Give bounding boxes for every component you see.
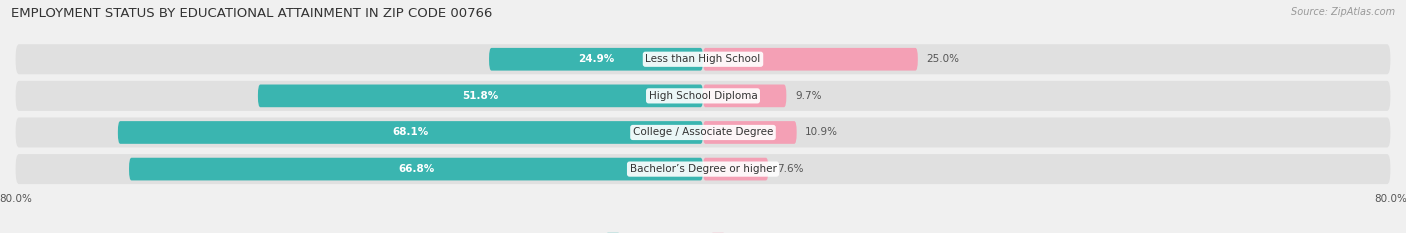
Text: Bachelor’s Degree or higher: Bachelor’s Degree or higher [630, 164, 776, 174]
FancyBboxPatch shape [703, 121, 797, 144]
Text: 68.1%: 68.1% [392, 127, 429, 137]
FancyBboxPatch shape [15, 154, 1391, 184]
Text: Less than High School: Less than High School [645, 54, 761, 64]
FancyBboxPatch shape [703, 158, 768, 180]
Text: EMPLOYMENT STATUS BY EDUCATIONAL ATTAINMENT IN ZIP CODE 00766: EMPLOYMENT STATUS BY EDUCATIONAL ATTAINM… [11, 7, 492, 20]
Text: 9.7%: 9.7% [794, 91, 821, 101]
FancyBboxPatch shape [129, 158, 703, 180]
FancyBboxPatch shape [489, 48, 703, 71]
FancyBboxPatch shape [703, 85, 786, 107]
Text: College / Associate Degree: College / Associate Degree [633, 127, 773, 137]
Text: 51.8%: 51.8% [463, 91, 499, 101]
FancyBboxPatch shape [15, 81, 1391, 111]
FancyBboxPatch shape [703, 48, 918, 71]
Text: 66.8%: 66.8% [398, 164, 434, 174]
FancyBboxPatch shape [15, 44, 1391, 74]
Text: 7.6%: 7.6% [778, 164, 803, 174]
Text: 24.9%: 24.9% [578, 54, 614, 64]
Text: 25.0%: 25.0% [927, 54, 959, 64]
Text: 10.9%: 10.9% [806, 127, 838, 137]
Text: High School Diploma: High School Diploma [648, 91, 758, 101]
Text: Source: ZipAtlas.com: Source: ZipAtlas.com [1291, 7, 1395, 17]
FancyBboxPatch shape [15, 117, 1391, 147]
FancyBboxPatch shape [257, 85, 703, 107]
FancyBboxPatch shape [118, 121, 703, 144]
